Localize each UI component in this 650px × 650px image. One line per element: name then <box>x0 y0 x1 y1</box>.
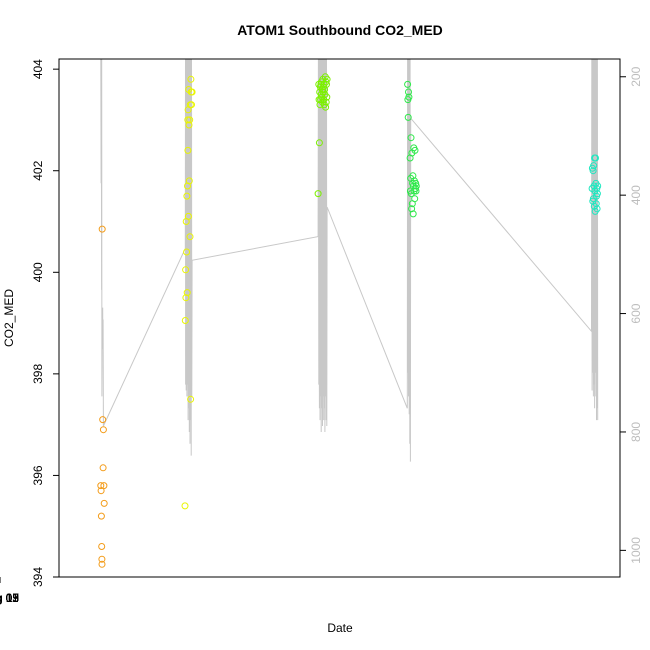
data-point <box>184 146 192 154</box>
data-point <box>188 101 195 109</box>
y2-tick-label: 200 <box>629 66 643 86</box>
data-point <box>322 98 330 106</box>
data-point <box>183 248 191 256</box>
data-point <box>323 75 331 83</box>
data-point <box>186 233 194 241</box>
data-point <box>188 88 196 96</box>
x-axis-label: Date <box>327 621 353 635</box>
data-point <box>405 88 412 96</box>
y-tick-label: 394 <box>31 567 45 587</box>
data-point <box>409 210 417 218</box>
data-point <box>99 426 107 434</box>
plot-frame <box>58 58 621 578</box>
data-point <box>409 172 417 180</box>
scatter-points <box>97 73 602 568</box>
x-tick-label: Aug 09 <box>0 591 19 605</box>
data-point <box>181 317 189 324</box>
axes: Aug 03Aug 05Aug 07Aug 09Aug 11Aug 13 394 3… <box>0 59 643 605</box>
data-point <box>182 294 190 302</box>
data-point <box>589 167 597 175</box>
y-tick-label: 398 <box>31 364 45 384</box>
data-point <box>411 195 419 203</box>
y2-tick-label: 600 <box>629 303 643 323</box>
data-point <box>404 80 412 88</box>
data-point <box>99 464 107 472</box>
y-axis-label: CO2_MED <box>2 289 16 347</box>
y-tick-label: 400 <box>31 262 45 282</box>
data-point <box>185 121 193 129</box>
data-point <box>407 134 415 142</box>
data-point <box>593 205 601 213</box>
x-tick-label: Aug 11 <box>0 591 19 605</box>
data-point <box>187 75 195 83</box>
data-point <box>323 80 330 88</box>
y-tick-label: 404 <box>31 59 45 79</box>
data-point <box>594 182 602 190</box>
data-point <box>98 555 106 563</box>
x-tick-label: Aug 13 <box>0 591 19 605</box>
y2-tick-label: 400 <box>629 185 643 205</box>
data-point <box>97 487 105 495</box>
chart-title: ATOM1 Southbound CO2_MED <box>237 22 443 38</box>
data-point <box>315 139 323 147</box>
data-point <box>100 499 108 507</box>
data-point <box>183 192 191 200</box>
data-point <box>100 482 108 490</box>
data-point <box>97 482 105 490</box>
data-point <box>99 416 107 424</box>
data-point <box>322 103 330 111</box>
data-point <box>405 93 413 101</box>
data-point <box>98 543 106 550</box>
x-tick-label: Aug 03 <box>0 591 19 605</box>
data-point <box>187 395 195 403</box>
data-point <box>593 190 601 198</box>
data-point <box>98 560 106 568</box>
y2-line-layer <box>100 58 599 462</box>
y2-tick-label: 1000 <box>629 537 643 564</box>
data-point <box>97 512 105 520</box>
data-point <box>183 289 191 297</box>
data-point <box>98 225 106 233</box>
data-point <box>412 179 420 187</box>
data-point <box>411 146 419 154</box>
data-point <box>314 190 322 198</box>
data-point <box>412 187 420 195</box>
x-tick-label: Aug 07 <box>0 591 19 605</box>
y2-series-line <box>100 58 599 462</box>
data-point <box>323 93 331 101</box>
data-point <box>590 162 598 170</box>
data-point <box>186 116 194 124</box>
data-point <box>184 212 192 220</box>
data-point <box>412 182 420 190</box>
data-point <box>185 177 193 185</box>
data-point <box>181 502 189 510</box>
y-tick-label: 402 <box>31 160 45 180</box>
y2-tick-label: 800 <box>629 422 643 442</box>
data-point <box>404 113 412 121</box>
x-tick-label: Aug 05 <box>0 591 19 605</box>
data-point <box>182 266 190 274</box>
data-point <box>592 200 600 208</box>
y-tick-label: 396 <box>31 465 45 485</box>
data-point <box>592 154 599 162</box>
data-point <box>184 116 192 124</box>
